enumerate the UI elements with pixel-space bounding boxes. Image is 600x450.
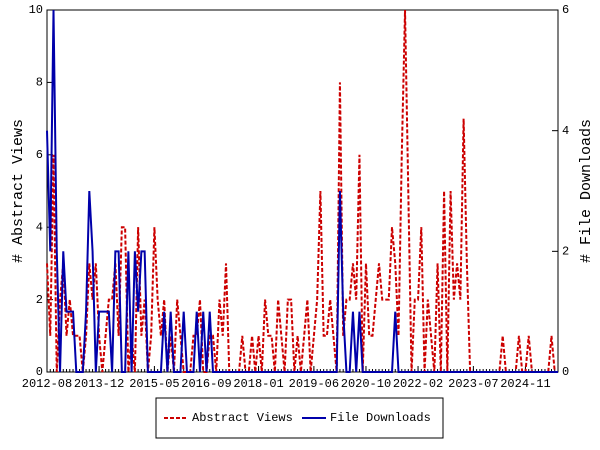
- y-tick-label: 8: [36, 76, 43, 90]
- x-tick-label: 2022-02: [393, 377, 443, 391]
- y2-tick-label: 4: [562, 124, 569, 138]
- legend-label: Abstract Views: [192, 411, 293, 425]
- y2-tick-label: 2: [562, 245, 569, 259]
- x-tick-label: 2018-01: [233, 377, 283, 391]
- y2-tick-label: 6: [562, 3, 569, 17]
- x-tick-label: 2019-06: [289, 377, 339, 391]
- y-tick-label: 6: [36, 148, 43, 162]
- y-tick-label: 4: [36, 220, 43, 234]
- x-tick-label: 2013-12: [74, 377, 124, 391]
- legend-label: File Downloads: [330, 411, 431, 425]
- x-tick-label: 2015-05: [129, 377, 179, 391]
- y-axis-label: # Abstract Views: [10, 119, 27, 263]
- plot-frame: [46, 9, 559, 373]
- y-tick-label: 2: [36, 293, 43, 307]
- series-line: [46, 9, 558, 373]
- y-tick-label: 0: [36, 365, 43, 379]
- y-tick-label: 10: [29, 3, 43, 17]
- x-tick-label: 2016-09: [181, 377, 231, 391]
- x-tick-label: 2012-08: [22, 377, 72, 391]
- y2-axis-label: # File Downloads: [578, 119, 595, 263]
- legend: [155, 397, 444, 439]
- y2-tick-label: 0: [562, 365, 569, 379]
- series-line: [46, 9, 558, 373]
- x-tick-label: 2020-10: [341, 377, 391, 391]
- x-tick-label: 2024-11: [500, 377, 550, 391]
- x-tick-label: 2023-07: [448, 377, 498, 391]
